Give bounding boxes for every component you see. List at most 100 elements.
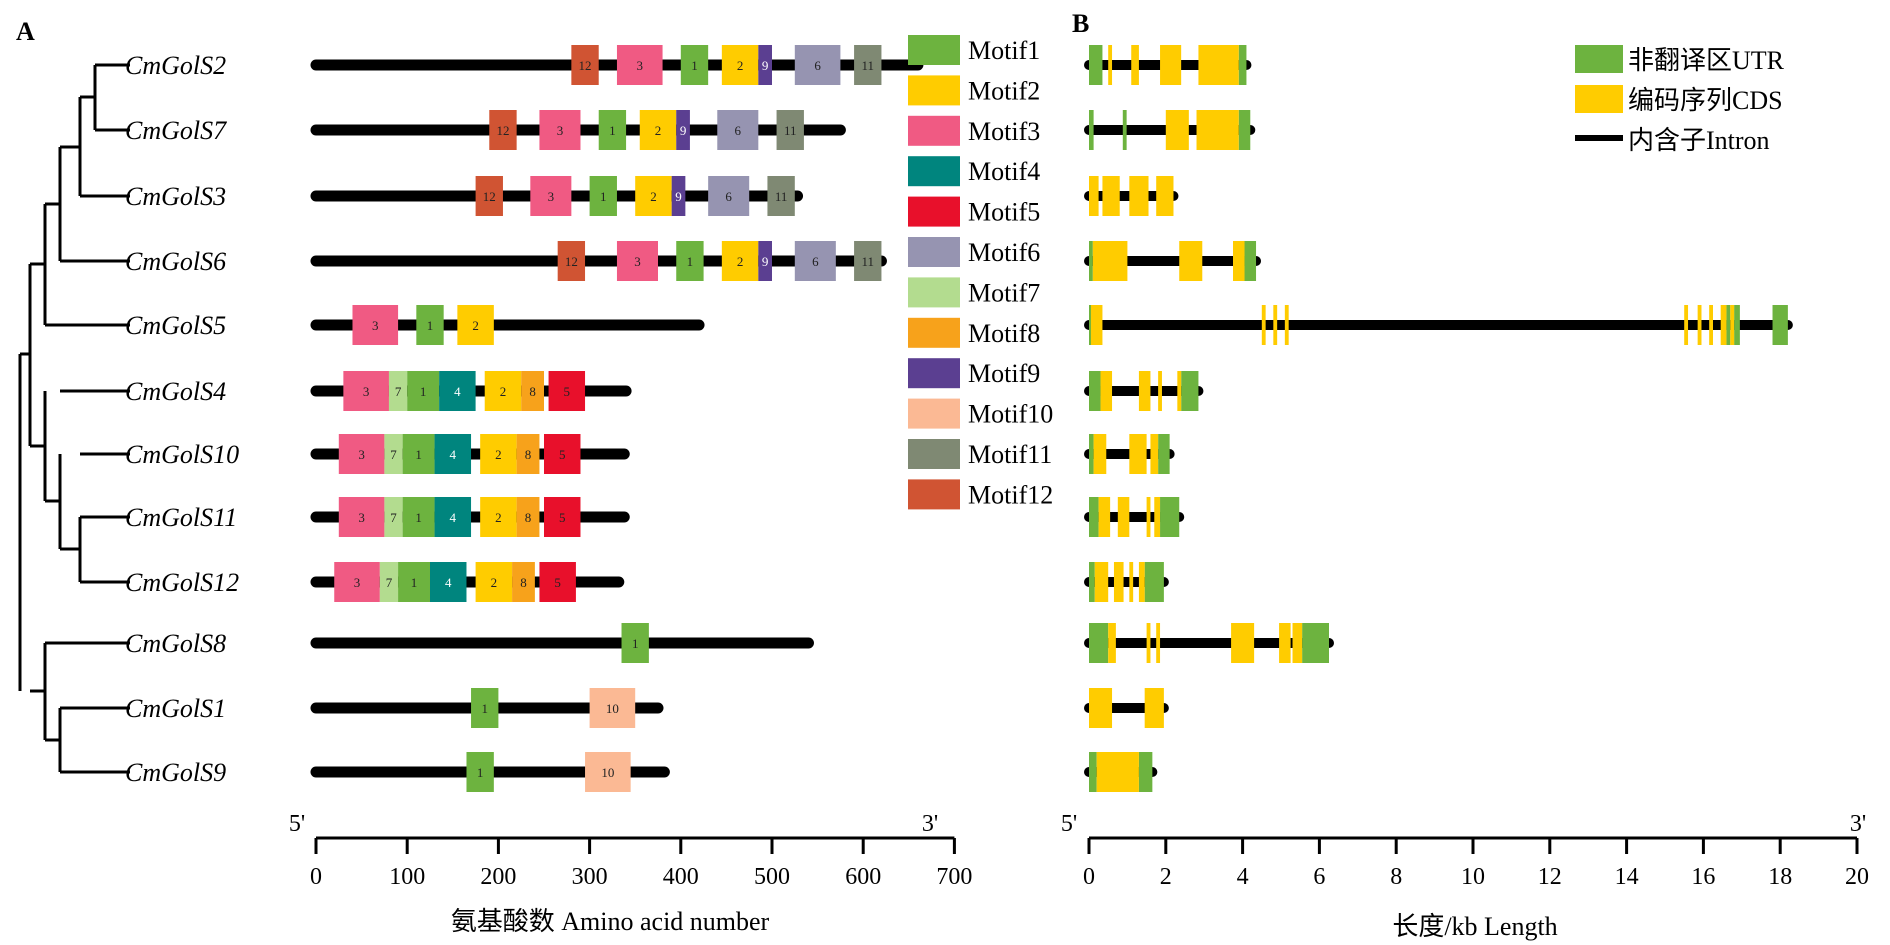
legend-label: Motif6 <box>968 238 1040 267</box>
motif-box <box>544 497 581 537</box>
utr-box <box>1238 110 1251 150</box>
cds-box <box>1092 241 1128 281</box>
motif-number: 1 <box>600 189 607 204</box>
motif-number: 12 <box>483 189 496 204</box>
axis-tick-label: 0 <box>310 864 322 890</box>
cds-box <box>1231 623 1255 663</box>
motif-box <box>635 176 672 216</box>
legend-swatch <box>908 479 960 510</box>
axis-tick-label: 600 <box>845 864 881 890</box>
motif-number: 1 <box>609 123 616 138</box>
cds-box <box>1138 371 1151 411</box>
motif-box <box>571 45 599 85</box>
cds-box <box>1284 305 1289 345</box>
legend-swatch <box>908 277 960 308</box>
motif-number: 3 <box>354 575 361 590</box>
motif-number: 11 <box>861 58 874 73</box>
motif-box <box>544 434 581 474</box>
motif-number: 6 <box>814 58 821 73</box>
motif-box <box>471 688 499 728</box>
utr-box <box>1734 305 1740 345</box>
gene-labels: CmGolS2 CmGolS7 CmGolS3 CmGolS6 CmGolS5 CmGol… <box>125 51 239 787</box>
amino-acid-axis: 5' 3' 氨基酸数 Amino acid number 0 100 200 300 4… <box>289 811 973 936</box>
motif-box <box>621 623 649 663</box>
motif-box <box>776 110 804 150</box>
motif-legend: Motif1 Motif2 Motif3 Motif4 Motif5 Motif6 Moti… <box>908 35 1053 510</box>
gene-label: CmGolS9 <box>125 758 226 787</box>
legend-label: Motif3 <box>968 117 1040 146</box>
gene-label: CmGolS12 <box>125 568 239 597</box>
motif-number: 4 <box>450 510 457 525</box>
motif-number: 3 <box>548 189 555 204</box>
legend-swatch <box>908 398 960 429</box>
cds-box <box>1697 305 1702 345</box>
axis-tick-label: 20 <box>1845 864 1869 890</box>
legend-label: Motif12 <box>968 480 1053 509</box>
utr-box <box>1089 371 1101 411</box>
motif-box <box>379 562 399 602</box>
cds-box <box>1096 752 1139 792</box>
utr-box <box>1244 241 1257 281</box>
structure-legend-swatch <box>1575 85 1623 113</box>
structure-legend-swatch <box>1575 45 1623 73</box>
motif-box <box>352 305 399 345</box>
cds-box <box>1129 434 1147 474</box>
utr-box <box>1089 305 1092 345</box>
utr-box <box>1089 562 1095 602</box>
motif-number: 10 <box>601 765 614 780</box>
cds-box <box>1198 45 1239 85</box>
structure-legend-label: 内含子Intron <box>1628 126 1770 155</box>
motif-number: 1 <box>420 384 427 399</box>
motif-box <box>794 241 836 281</box>
motif-number: 11 <box>861 254 874 269</box>
cds-box <box>1089 176 1099 216</box>
cds-box <box>1279 623 1291 663</box>
motif-box <box>530 176 572 216</box>
motif-box <box>557 241 586 281</box>
gene-label: CmGolS10 <box>125 440 239 469</box>
utr-box <box>1089 497 1099 537</box>
motif-box <box>512 562 535 602</box>
motif-box <box>671 176 686 216</box>
utr-box <box>1138 752 1153 792</box>
motif-number: 12 <box>496 123 509 138</box>
motif-number: 7 <box>390 510 397 525</box>
cds-box <box>1709 305 1713 345</box>
motif-number: 2 <box>495 510 502 525</box>
motif-box <box>676 110 690 150</box>
motif-box <box>721 241 759 281</box>
axis-tick-label: 0 <box>1083 864 1095 890</box>
legend-label: Motif2 <box>968 76 1040 105</box>
motif-number: 7 <box>395 384 402 399</box>
axis-a-start: 5' <box>289 811 305 837</box>
motif-number: 1 <box>691 58 698 73</box>
motif-box <box>767 176 795 216</box>
motif-number: 3 <box>557 123 564 138</box>
motif-box <box>680 45 709 85</box>
motif-number: 3 <box>372 318 379 333</box>
cds-box <box>1117 497 1130 537</box>
cds-box <box>1150 434 1159 474</box>
cds-box <box>1730 305 1735 345</box>
panel-a-label: A <box>16 17 35 46</box>
cds-box <box>1146 497 1151 537</box>
gene-label: CmGolS11 <box>125 503 237 532</box>
cds-box <box>1165 110 1189 150</box>
motif-number: 5 <box>564 384 571 399</box>
motif-number: 3 <box>358 510 365 525</box>
motif-box <box>676 241 704 281</box>
axis-tick-label: 2 <box>1160 864 1172 890</box>
cds-box <box>1113 562 1124 602</box>
motif-box <box>480 497 517 537</box>
motif-box <box>402 497 435 537</box>
cds-box <box>1146 623 1151 663</box>
legend-label: Motif9 <box>968 359 1040 388</box>
legend-label: Motif5 <box>968 198 1040 227</box>
motif-box <box>416 305 444 345</box>
utr-box <box>1144 562 1164 602</box>
cds-box <box>1233 241 1245 281</box>
motif-number: 9 <box>762 58 769 73</box>
motif-box <box>475 176 503 216</box>
motif-number: 3 <box>637 58 644 73</box>
